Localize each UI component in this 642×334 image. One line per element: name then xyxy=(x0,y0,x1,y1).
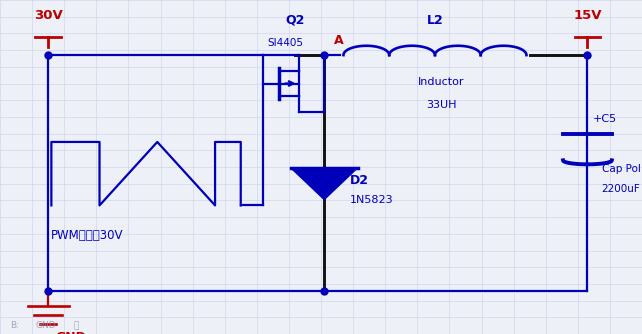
Text: 30V: 30V xyxy=(34,9,62,22)
Text: SI4405: SI4405 xyxy=(268,38,304,48)
Text: D2: D2 xyxy=(350,174,369,187)
Text: Inductor: Inductor xyxy=(418,77,465,87)
Text: 2200uF: 2200uF xyxy=(602,184,640,194)
Text: A: A xyxy=(334,34,343,47)
Text: B:: B: xyxy=(10,321,19,330)
Text: Cap Pol1: Cap Pol1 xyxy=(602,164,642,174)
Text: GND: GND xyxy=(56,331,87,334)
Text: PWM，极值30V: PWM，极值30V xyxy=(51,229,124,242)
Text: Q2: Q2 xyxy=(286,14,305,27)
Text: 33UH: 33UH xyxy=(426,100,456,110)
Polygon shape xyxy=(291,168,358,199)
Text: 15V: 15V xyxy=(573,9,602,22)
Text: GND: GND xyxy=(35,321,56,330)
Text: +C5: +C5 xyxy=(593,114,617,124)
Text: 1N5823: 1N5823 xyxy=(350,195,394,205)
Text: 网: 网 xyxy=(74,321,79,330)
Text: L2: L2 xyxy=(426,14,444,27)
